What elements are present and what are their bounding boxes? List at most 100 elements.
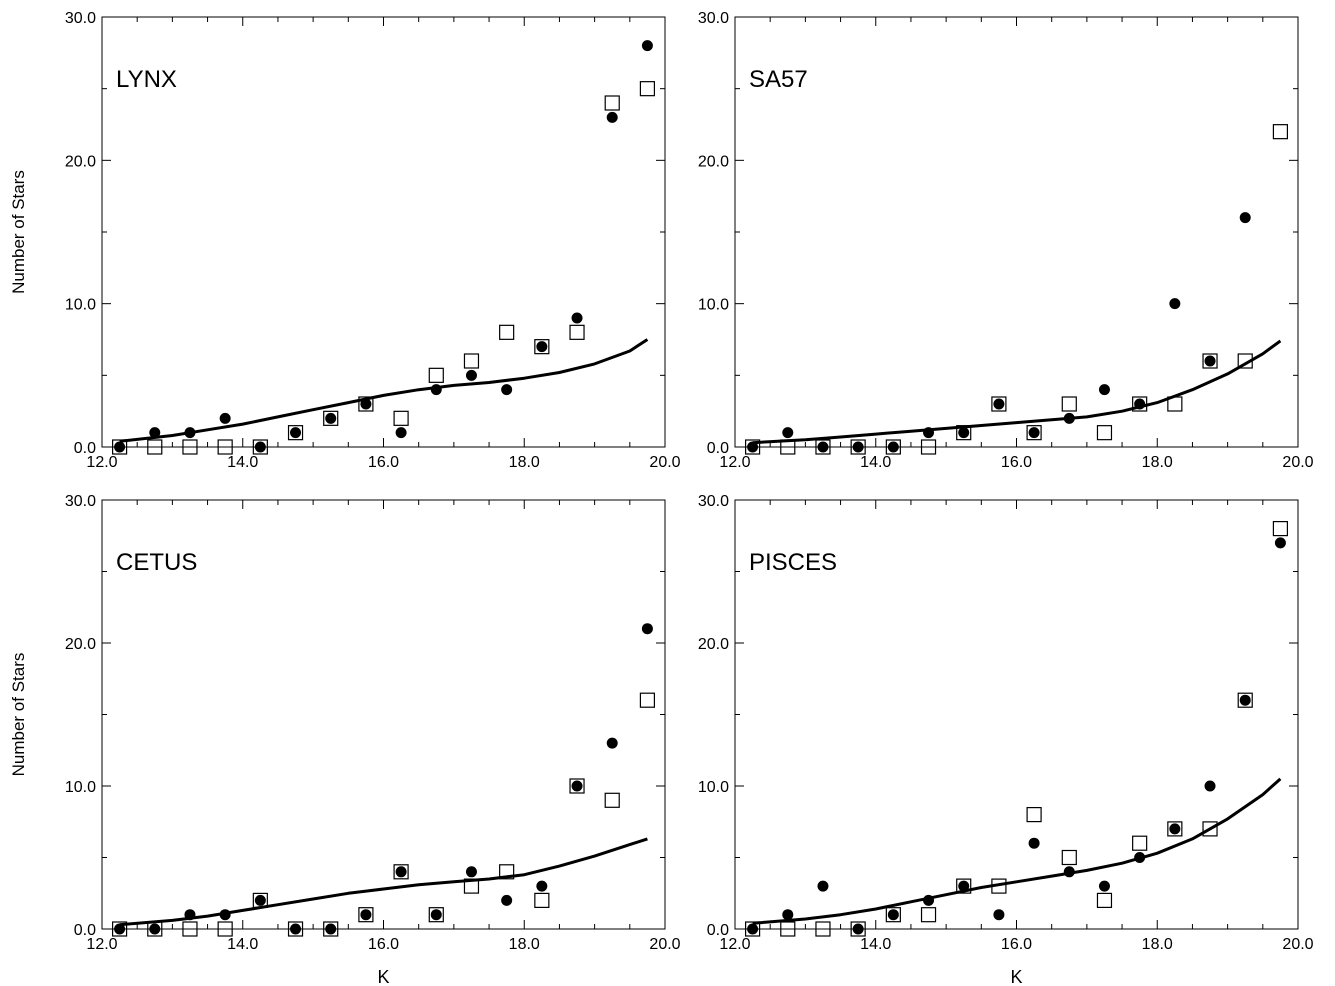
open-square-point [604, 792, 620, 808]
open-square-point [1132, 835, 1148, 851]
filled-circle-point [325, 412, 337, 424]
x-tick-label: 18.0 [509, 936, 540, 953]
open-square-point [534, 339, 550, 355]
open-square-point [252, 439, 268, 455]
filled-circle-point [1274, 537, 1286, 549]
x-tick-label: 14.0 [860, 454, 891, 471]
filled-circle-point [149, 923, 161, 935]
y-tick-label: 0.0 [74, 440, 96, 457]
open-square-point [1096, 892, 1113, 909]
y-tick-label: 20.0 [65, 153, 96, 170]
y-tick-label: 20.0 [65, 636, 96, 653]
open-square-point [1202, 821, 1218, 837]
filled-circle-point [1169, 298, 1181, 310]
filled-circle-point [395, 427, 407, 439]
filled-circle-point [958, 880, 970, 892]
filled-circle-point [149, 427, 161, 439]
x-tick-label: 18.0 [1142, 454, 1173, 471]
filled-circle-point [606, 737, 618, 749]
open-square-point [499, 324, 515, 340]
filled-circle-point [1239, 694, 1251, 706]
filled-circle-point [923, 427, 935, 439]
open-square-point [182, 439, 198, 455]
panel-sa57: 12.0 14.0 16.0 18.0 20.0 0.0 10.0 20.0 30.0 SA57 [698, 10, 1314, 471]
panel-title: CETUS [116, 549, 197, 576]
filled-circle-point [1098, 384, 1110, 396]
filled-circle-point [817, 441, 829, 453]
filled-circle-point [360, 398, 372, 410]
model-curve [119, 338, 649, 443]
y-tick-label: 30.0 [698, 10, 729, 27]
filled-circle-point [747, 923, 759, 935]
filled-circle-point [958, 427, 970, 439]
open-square-point [850, 439, 866, 455]
filled-circle-point [536, 880, 548, 892]
x-tick-label: 18.0 [509, 454, 540, 471]
filled-circle-point [782, 427, 794, 439]
filled-circle-point [1063, 412, 1075, 424]
filled-circle-point [1134, 852, 1146, 863]
filled-circle-point [430, 384, 442, 396]
filled-circle-point [1239, 212, 1251, 224]
filled-circle-point [571, 780, 583, 792]
open-square-point [639, 81, 656, 97]
open-square-point [182, 921, 198, 937]
filled-circle-point [254, 441, 266, 453]
plot-frame [101, 16, 666, 448]
filled-circle-point [114, 923, 126, 935]
x-tick-label: 12.0 [86, 936, 117, 953]
panel-title: SA57 [749, 66, 808, 93]
filled-circle-point [219, 909, 231, 921]
filled-circle-point [184, 427, 196, 439]
filled-circle-point [501, 894, 513, 906]
filled-circle-point [1134, 398, 1146, 410]
x-tick-label: 16.0 [1001, 936, 1032, 953]
y-tick-label: 30.0 [698, 493, 729, 510]
filled-circle-point [1098, 880, 1110, 892]
x-tick-label: 18.0 [1142, 936, 1173, 953]
panel-cetus: 12.0 14.0 16.0 18.0 20.0 0.0 10.0 20.0 30.0 CETUS… [9, 493, 681, 986]
open-square-point [287, 921, 304, 937]
open-square-point [217, 921, 233, 937]
open-square-point [393, 864, 409, 880]
panel-pisces: 12.0 14.0 16.0 18.0 20.0 0.0 10.0 20.0 30.0 PISCE… [698, 493, 1314, 986]
plot-frame [734, 16, 1299, 448]
filled-circle-point [993, 909, 1005, 921]
filled-circle-point [887, 909, 899, 921]
y-tick-label: 30.0 [65, 493, 96, 510]
y-tick-label: 0.0 [74, 922, 96, 939]
open-square-point [991, 396, 1007, 412]
model-curve [752, 339, 1282, 445]
open-square-point [1272, 520, 1289, 537]
filled-circle-point [290, 427, 302, 439]
filled-circle-point [465, 866, 477, 878]
y-tick-label: 30.0 [65, 10, 96, 27]
open-square-point [920, 439, 937, 455]
open-square-point [534, 892, 550, 909]
filled-circle-point [395, 866, 407, 878]
open-square-point [1061, 396, 1077, 412]
x-tick-label: 20.0 [649, 936, 680, 953]
y-tick-label: 0.0 [707, 922, 729, 939]
panel-lynx: 12.0 14.0 16.0 18.0 20.0 0.0 10.0 20.0 30.0 LYNX N… [9, 10, 681, 471]
filled-circle-point [1028, 427, 1040, 439]
model-curve [752, 777, 1282, 925]
open-square-point [1202, 353, 1218, 369]
filled-circle-point [325, 923, 337, 935]
x-axis-label: K [377, 967, 389, 986]
x-tick-label: 16.0 [1001, 454, 1032, 471]
x-tick-label: 14.0 [227, 454, 258, 471]
model-curve [119, 837, 648, 927]
open-square-point [1167, 821, 1183, 837]
y-tick-label: 10.0 [698, 779, 729, 796]
x-tick-label: 20.0 [649, 454, 680, 471]
open-square-point [463, 353, 480, 369]
filled-circle-point [641, 623, 653, 635]
open-square-point [111, 921, 128, 937]
open-square-point [569, 778, 585, 794]
filled-circle-point [1204, 780, 1216, 792]
open-square-point [1272, 124, 1289, 140]
filled-circle-point [852, 923, 864, 935]
open-square-point [323, 921, 339, 937]
x-tick-label: 12.0 [86, 454, 117, 471]
